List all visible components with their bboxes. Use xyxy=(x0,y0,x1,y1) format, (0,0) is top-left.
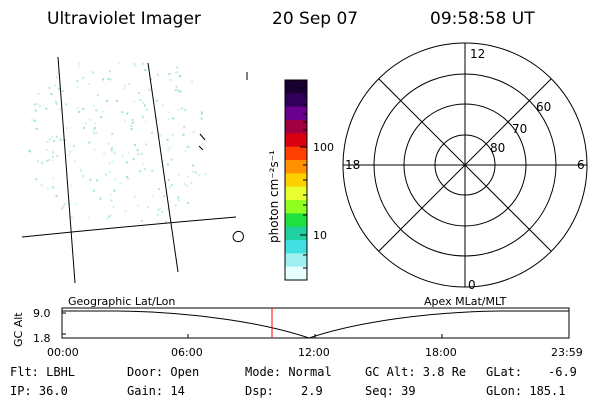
colorbar-band xyxy=(285,186,307,201)
colorbar-band xyxy=(285,106,307,121)
mode-readout: Mode: Normal xyxy=(245,365,332,379)
colorbar-band xyxy=(285,213,307,228)
orbit-xtick-2359: 23:59 xyxy=(551,346,583,359)
lon-line-2 xyxy=(147,62,179,273)
lon-line-1 xyxy=(57,56,76,284)
glat-label: GLat: xyxy=(486,365,523,379)
colorbar-band xyxy=(285,240,307,254)
glat-value: -6.9 xyxy=(548,365,577,379)
glon-readout: GLon: 185.1 xyxy=(486,384,566,398)
colorbar-band xyxy=(285,226,307,241)
apex-coords-title: Apex MLat/MLT xyxy=(424,295,507,308)
orbit-plot-frame xyxy=(61,307,570,339)
colorbar-tick-10: 10 xyxy=(313,229,327,242)
colorbar-ticks xyxy=(300,87,307,269)
colorbar-band xyxy=(285,133,307,148)
colorbar-band xyxy=(285,173,307,188)
orbit-xtick-0000: 00:00 xyxy=(47,346,79,359)
instrument-title: Ultraviolet Imager xyxy=(47,9,201,29)
mlt-label-0: 0 xyxy=(468,278,476,292)
seq-readout: Seq: 39 xyxy=(365,384,416,398)
lat-line xyxy=(21,216,237,238)
colorbar-band xyxy=(285,160,307,174)
mlat-label-70: 70 xyxy=(512,122,527,136)
gc-alt-readout: GC Alt: 3.8 Re xyxy=(365,365,467,379)
orbit-altitude-curve xyxy=(62,310,569,339)
dsp-label: Dsp: xyxy=(245,384,274,398)
mlt-label-12: 12 xyxy=(470,47,485,61)
colorbar-gradient xyxy=(285,80,307,281)
ip-readout: IP: 36.0 xyxy=(10,384,68,398)
time-label: 09:58:58 UT xyxy=(430,9,535,29)
colorbar-band xyxy=(285,80,307,94)
island-outline xyxy=(232,230,244,243)
orbit-ylabel: GC Alt xyxy=(12,312,25,347)
colorbar-tick-100: 100 xyxy=(313,141,334,154)
mlt-label-18: 18 xyxy=(345,158,360,172)
colorbar-band xyxy=(285,200,307,214)
colorbar-unit-label: photon cm⁻²s⁻¹ xyxy=(267,150,281,243)
colorbar-band xyxy=(285,93,307,108)
mlat-label-60: 60 xyxy=(536,100,551,114)
door-readout: Door: Open xyxy=(127,365,200,379)
orbit-xtick-0600: 06:00 xyxy=(171,346,203,359)
mlat-label-80: 80 xyxy=(490,141,505,155)
mlt-label-6: 6 xyxy=(577,158,585,172)
dsp-value: 2.9 xyxy=(301,384,323,398)
orbit-ytick-9: 9.0 xyxy=(33,307,51,320)
gain-readout: Gain: 14 xyxy=(127,384,185,398)
orbit-xtick-1800: 18:00 xyxy=(425,346,457,359)
filter-readout: Flt: LBHL xyxy=(10,365,76,379)
polar-diagonal-2 xyxy=(378,78,552,252)
geographic-coords-title: Geographic Lat/Lon xyxy=(68,295,176,308)
colorbar-band xyxy=(285,253,307,268)
colorbar-band xyxy=(285,266,307,281)
colorbar-band xyxy=(285,120,307,134)
date-label: 20 Sep 07 xyxy=(272,9,359,29)
orbit-xtick-1200: 12:00 xyxy=(298,346,330,359)
coast-fragment-2 xyxy=(198,133,206,151)
colorbar-band xyxy=(285,146,307,161)
orbit-ytick-1_8: 1.8 xyxy=(33,332,51,345)
